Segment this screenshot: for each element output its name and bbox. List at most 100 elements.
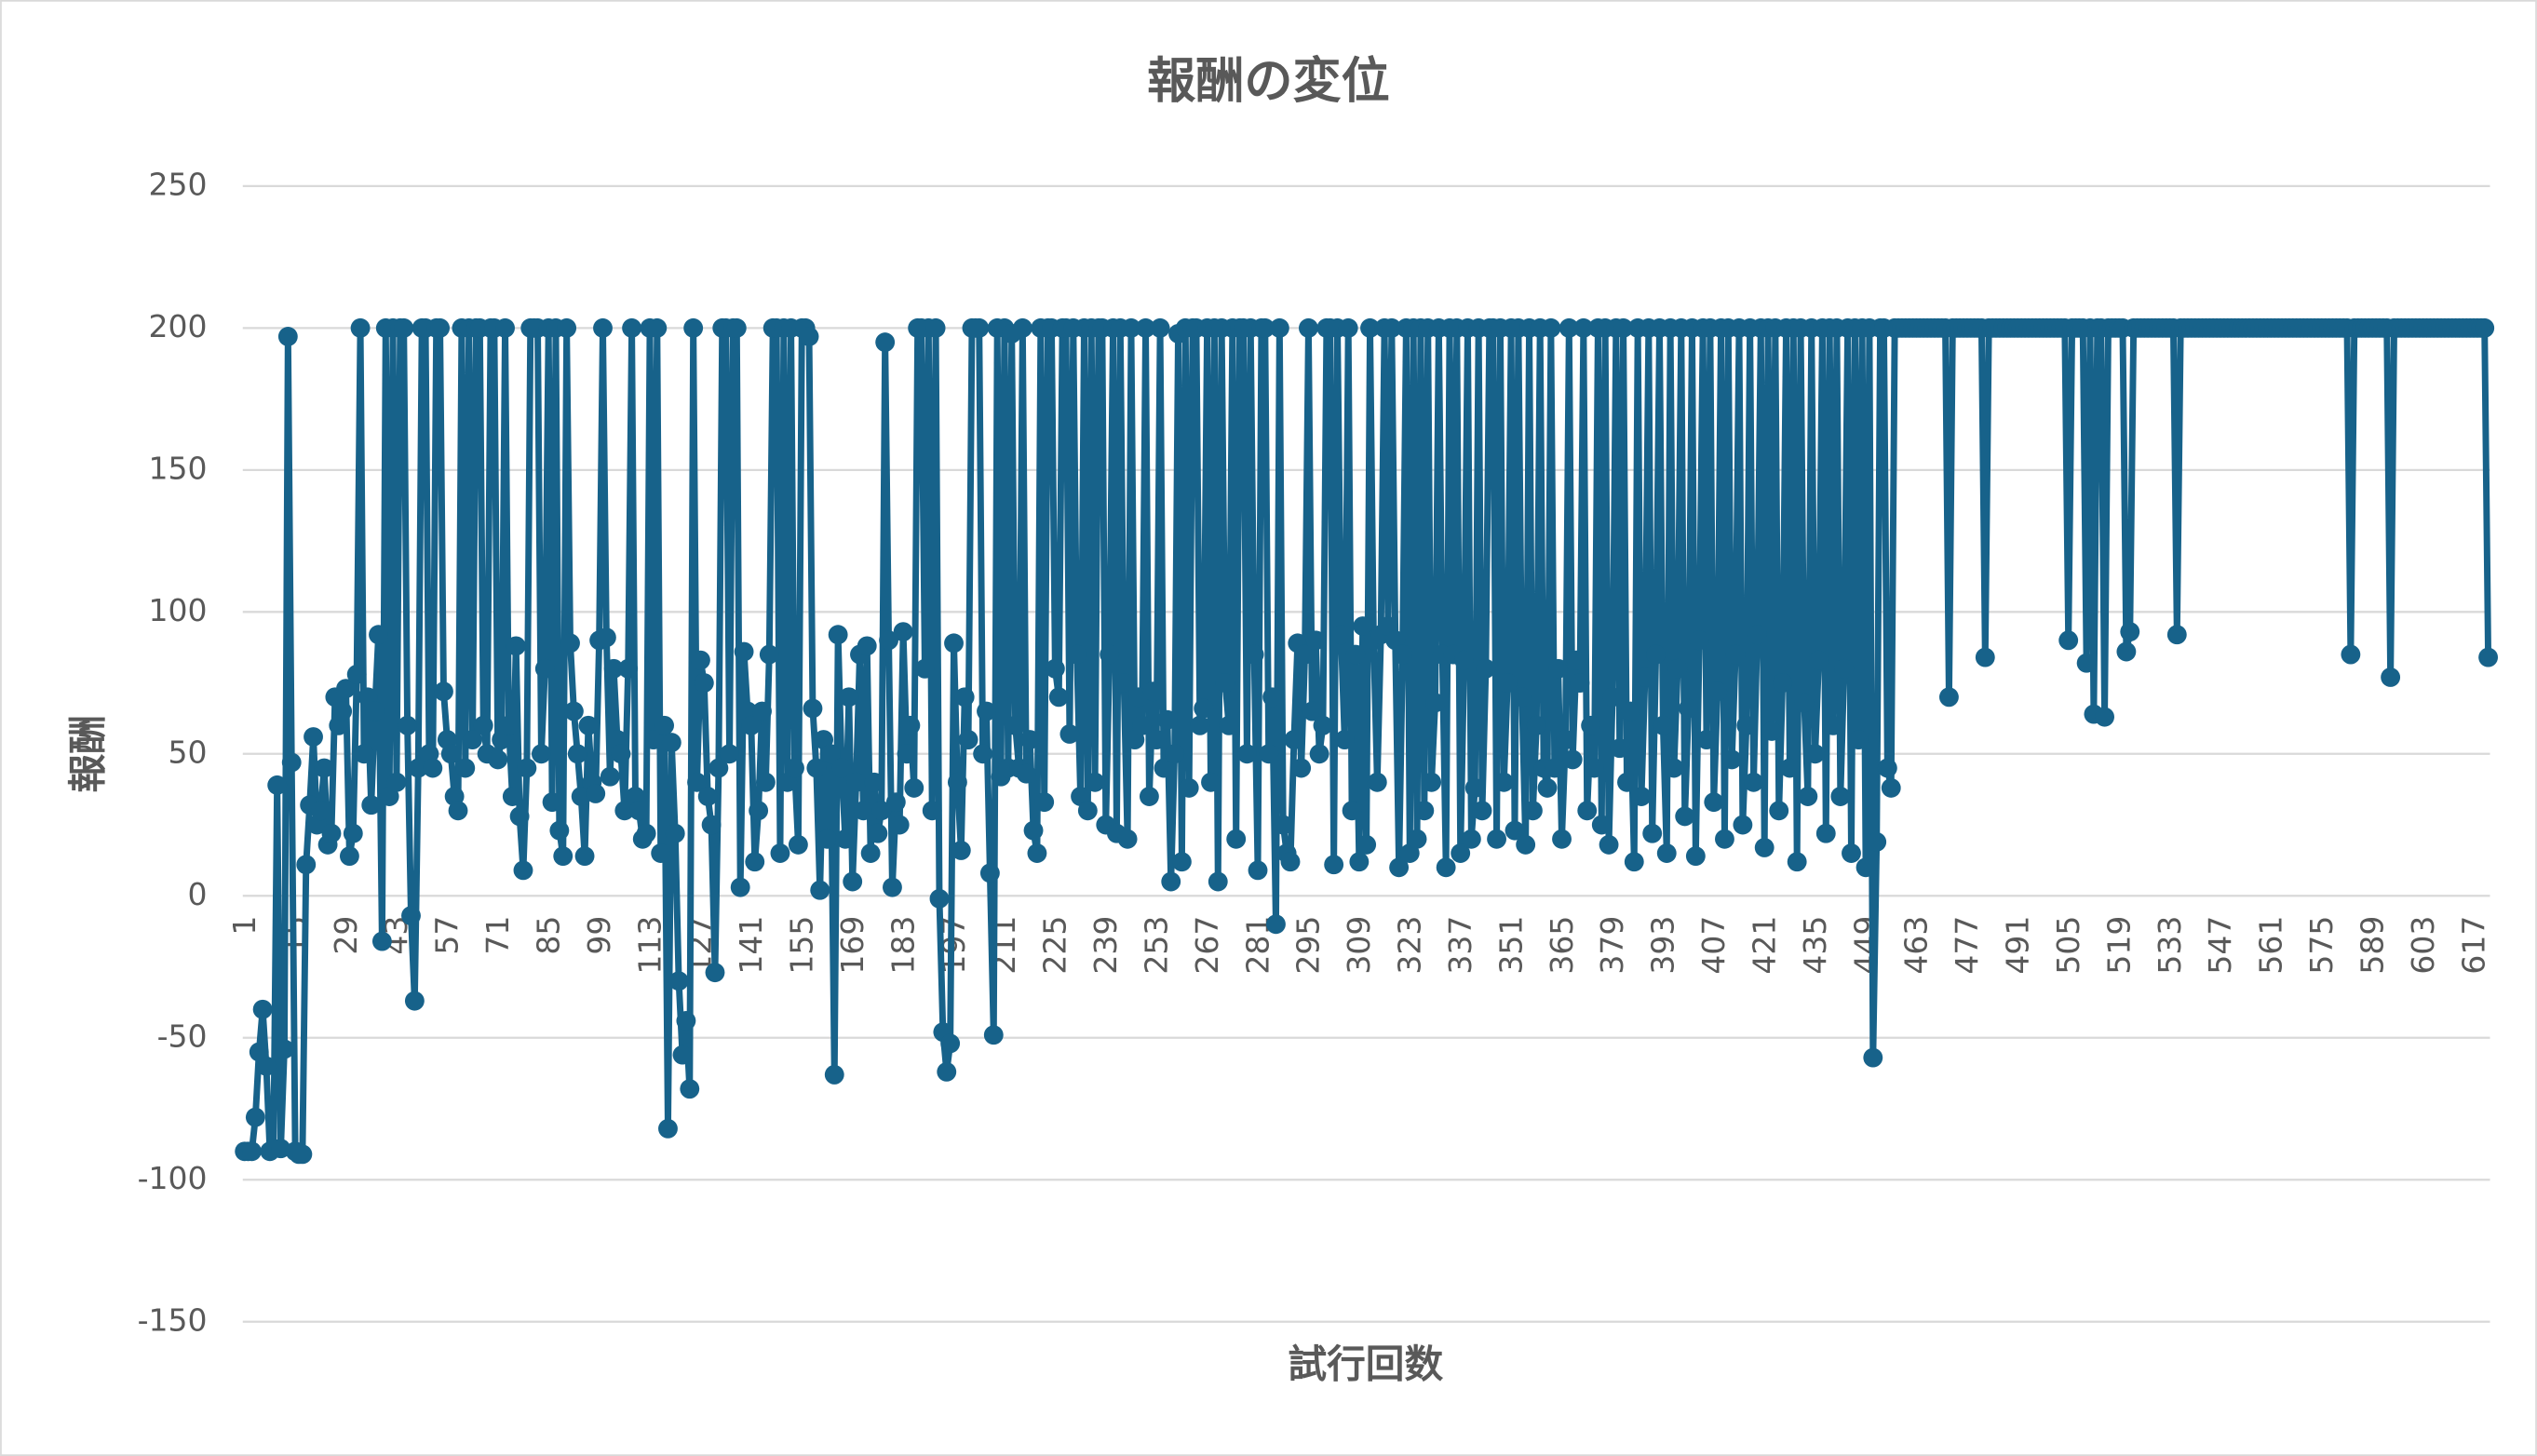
point-marker (1975, 647, 1995, 667)
x-tick-label: 435 (1797, 916, 1833, 975)
point-marker (560, 633, 580, 654)
x-tick-label: 85 (530, 916, 566, 955)
point-marker (1526, 715, 1546, 735)
point-marker (1067, 644, 1087, 665)
point-marker (857, 636, 877, 656)
x-tick-label: 407 (1695, 916, 1732, 975)
point-marker (860, 843, 881, 863)
point-marker (346, 664, 367, 684)
point-marker (1733, 815, 1753, 835)
point-marker (973, 744, 993, 764)
point-marker (893, 622, 913, 642)
x-tick-label: 505 (2050, 916, 2086, 975)
point-marker (846, 772, 867, 792)
point-marker (726, 317, 747, 338)
x-tick-label: 295 (1290, 916, 1327, 975)
point-marker (1142, 681, 1163, 702)
point-marker (1754, 838, 1775, 857)
point-marker (563, 701, 584, 721)
x-tick-label: 29 (328, 916, 364, 955)
point-marker (705, 963, 725, 983)
x-tick-label: 169 (834, 916, 870, 975)
point-marker (1761, 721, 1782, 741)
point-marker (332, 701, 353, 721)
x-tick-label: 225 (1037, 916, 1073, 975)
point-marker (336, 679, 356, 699)
point-marker (1236, 744, 1257, 764)
x-tick-label: 561 (2253, 916, 2289, 975)
point-marker (788, 834, 808, 855)
point-marker (1334, 730, 1355, 749)
point-marker (879, 630, 898, 651)
point-marker (944, 633, 964, 654)
point-marker (463, 730, 482, 749)
point-marker (1624, 852, 1644, 872)
point-marker (697, 787, 718, 806)
point-marker (1464, 777, 1485, 798)
point-marker (495, 317, 515, 338)
point-marker (611, 744, 631, 764)
point-marker (937, 1061, 957, 1082)
point-marker (1309, 744, 1329, 764)
x-tick-label: 575 (2303, 916, 2340, 975)
point-marker (799, 327, 819, 346)
point-marker (1171, 852, 1192, 872)
point-marker (506, 636, 526, 656)
point-marker (618, 658, 639, 679)
x-tick-label: 421 (1746, 916, 1782, 975)
point-marker (1725, 644, 1746, 665)
point-marker (1769, 801, 1789, 821)
point-marker (455, 758, 476, 778)
point-marker (1830, 787, 1851, 806)
point-marker (1505, 820, 1525, 841)
point-marker (2095, 707, 2114, 727)
y-tick-label: 150 (149, 450, 208, 486)
point-marker (1313, 715, 1333, 735)
point-marker (628, 801, 649, 821)
point-marker (687, 772, 707, 792)
point-marker (1721, 749, 1742, 770)
point-marker (1805, 744, 1826, 764)
point-marker (785, 758, 804, 778)
y-tick-label: 50 (169, 734, 208, 770)
point-marker (2058, 630, 2079, 651)
point-marker (1284, 730, 1304, 749)
point-marker (1356, 834, 1377, 855)
x-tick-label: 155 (784, 916, 820, 975)
x-tick-label: 379 (1594, 916, 1630, 975)
point-marker (1146, 730, 1167, 749)
point-marker (1360, 317, 1380, 338)
point-marker (430, 317, 451, 338)
point-marker (1545, 758, 1565, 778)
point-marker (499, 715, 519, 735)
point-marker (2478, 647, 2499, 667)
point-marker (1302, 701, 1322, 721)
point-marker (947, 772, 967, 792)
point-marker (1773, 673, 1793, 693)
point-marker (835, 829, 856, 849)
point-marker (1516, 834, 1536, 855)
point-marker (1139, 787, 1159, 806)
point-marker (371, 931, 392, 951)
point-marker (1646, 644, 1667, 665)
point-marker (1667, 658, 1688, 679)
point-marker (889, 815, 910, 835)
point-marker (864, 772, 884, 792)
point-marker (875, 332, 896, 353)
point-marker (897, 744, 917, 764)
point-marker (1675, 806, 1695, 827)
point-marker (1715, 829, 1734, 849)
point-marker (1045, 658, 1065, 679)
point-marker (1244, 644, 1264, 665)
point-marker (1664, 758, 1684, 778)
point-marker (1085, 772, 1105, 792)
point-marker (1132, 715, 1153, 735)
point-marker (1696, 730, 1717, 749)
point-marker (365, 701, 385, 721)
point-marker (683, 317, 704, 338)
point-marker (915, 658, 935, 679)
point-marker (1620, 701, 1640, 721)
point-marker (1012, 317, 1032, 338)
point-marker (1617, 772, 1637, 792)
point-marker (1407, 829, 1427, 849)
